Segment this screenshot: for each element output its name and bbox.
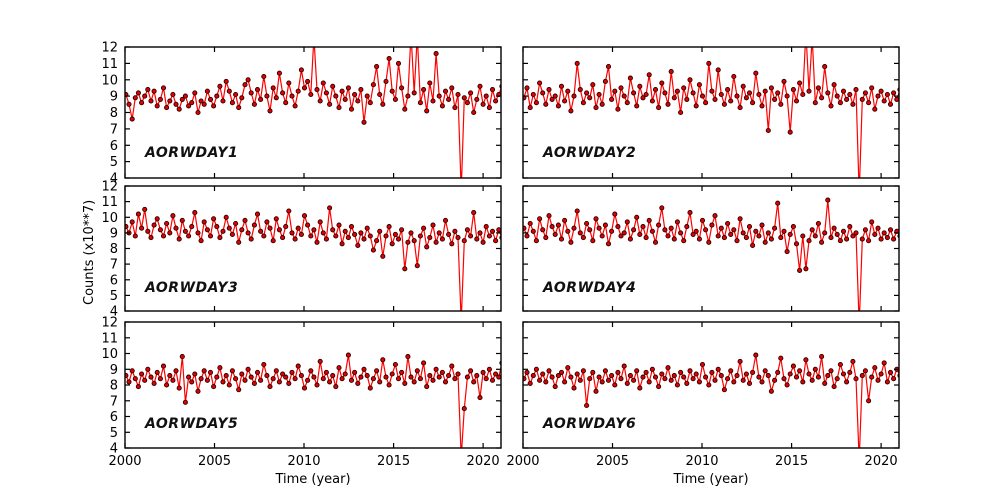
y-tick-label: 11 <box>101 57 118 72</box>
y-tick-label: 6 <box>110 273 118 288</box>
y-tick-label: 12 <box>101 41 118 56</box>
y-tick-label: 7 <box>110 394 118 409</box>
panel-label-aorwday3: AORWDAY3 <box>145 280 239 296</box>
y-tick-label: 9 <box>110 90 118 105</box>
y-tick-label: 8 <box>110 379 118 394</box>
y-tick-label: 10 <box>101 347 118 362</box>
x-tick-label: 2010 <box>287 454 320 469</box>
x-tick-label: 2000 <box>108 454 141 469</box>
x-tick-label: 2020 <box>865 454 898 469</box>
y-tick-label: 7 <box>110 122 118 137</box>
panel-label-aorwday2: AORWDAY2 <box>543 145 637 161</box>
x-tick-label: 2020 <box>467 454 500 469</box>
panel-label-aorwday4: AORWDAY4 <box>543 280 637 296</box>
y-tick-label: 4 <box>110 442 118 457</box>
x-tick-label: 2015 <box>377 454 410 469</box>
panel-label-aorwday6: AORWDAY6 <box>543 416 637 432</box>
x-tick-label: 2010 <box>685 454 718 469</box>
series-aorwday6 <box>523 352 899 448</box>
series-aorwday3 <box>125 205 501 311</box>
y-tick-label: 9 <box>110 363 118 378</box>
x-tick-label: 2005 <box>198 454 231 469</box>
x-tick-label: 2000 <box>506 454 539 469</box>
series-aorwday1 <box>125 47 501 178</box>
y-tick-label: 4 <box>110 305 118 320</box>
y-tick-label: 10 <box>101 211 118 226</box>
y-tick-label: 5 <box>110 289 118 304</box>
x-axis-label-left: Time (year) <box>275 472 351 487</box>
x-tick-label: 2005 <box>596 454 629 469</box>
y-tick-label: 4 <box>110 172 118 187</box>
series-aorwday2 <box>523 47 899 178</box>
y-tick-label: 6 <box>110 410 118 425</box>
x-tick-label: 2015 <box>775 454 808 469</box>
series-aorwday4 <box>523 197 899 311</box>
panel-label-aorwday1: AORWDAY1 <box>145 145 239 161</box>
y-tick-label: 5 <box>110 155 118 170</box>
y-tick-label: 6 <box>110 139 118 154</box>
y-tick-label: 9 <box>110 226 118 241</box>
panel-label-aorwday5: AORWDAY5 <box>145 416 239 432</box>
y-tick-label: 12 <box>101 316 118 331</box>
y-tick-label: 5 <box>110 426 118 441</box>
y-tick-label: 12 <box>101 180 118 195</box>
y-tick-label: 8 <box>110 106 118 121</box>
y-tick-label: 11 <box>101 331 118 346</box>
x-axis-label-right: Time (year) <box>673 472 749 487</box>
y-tick-label: 10 <box>101 73 118 88</box>
series-aorwday5 <box>125 352 501 448</box>
y-tick-label: 7 <box>110 258 118 273</box>
y-axis-label: Counts (x10**7) <box>82 199 97 305</box>
y-tick-label: 11 <box>101 195 118 210</box>
y-tick-label: 8 <box>110 242 118 257</box>
